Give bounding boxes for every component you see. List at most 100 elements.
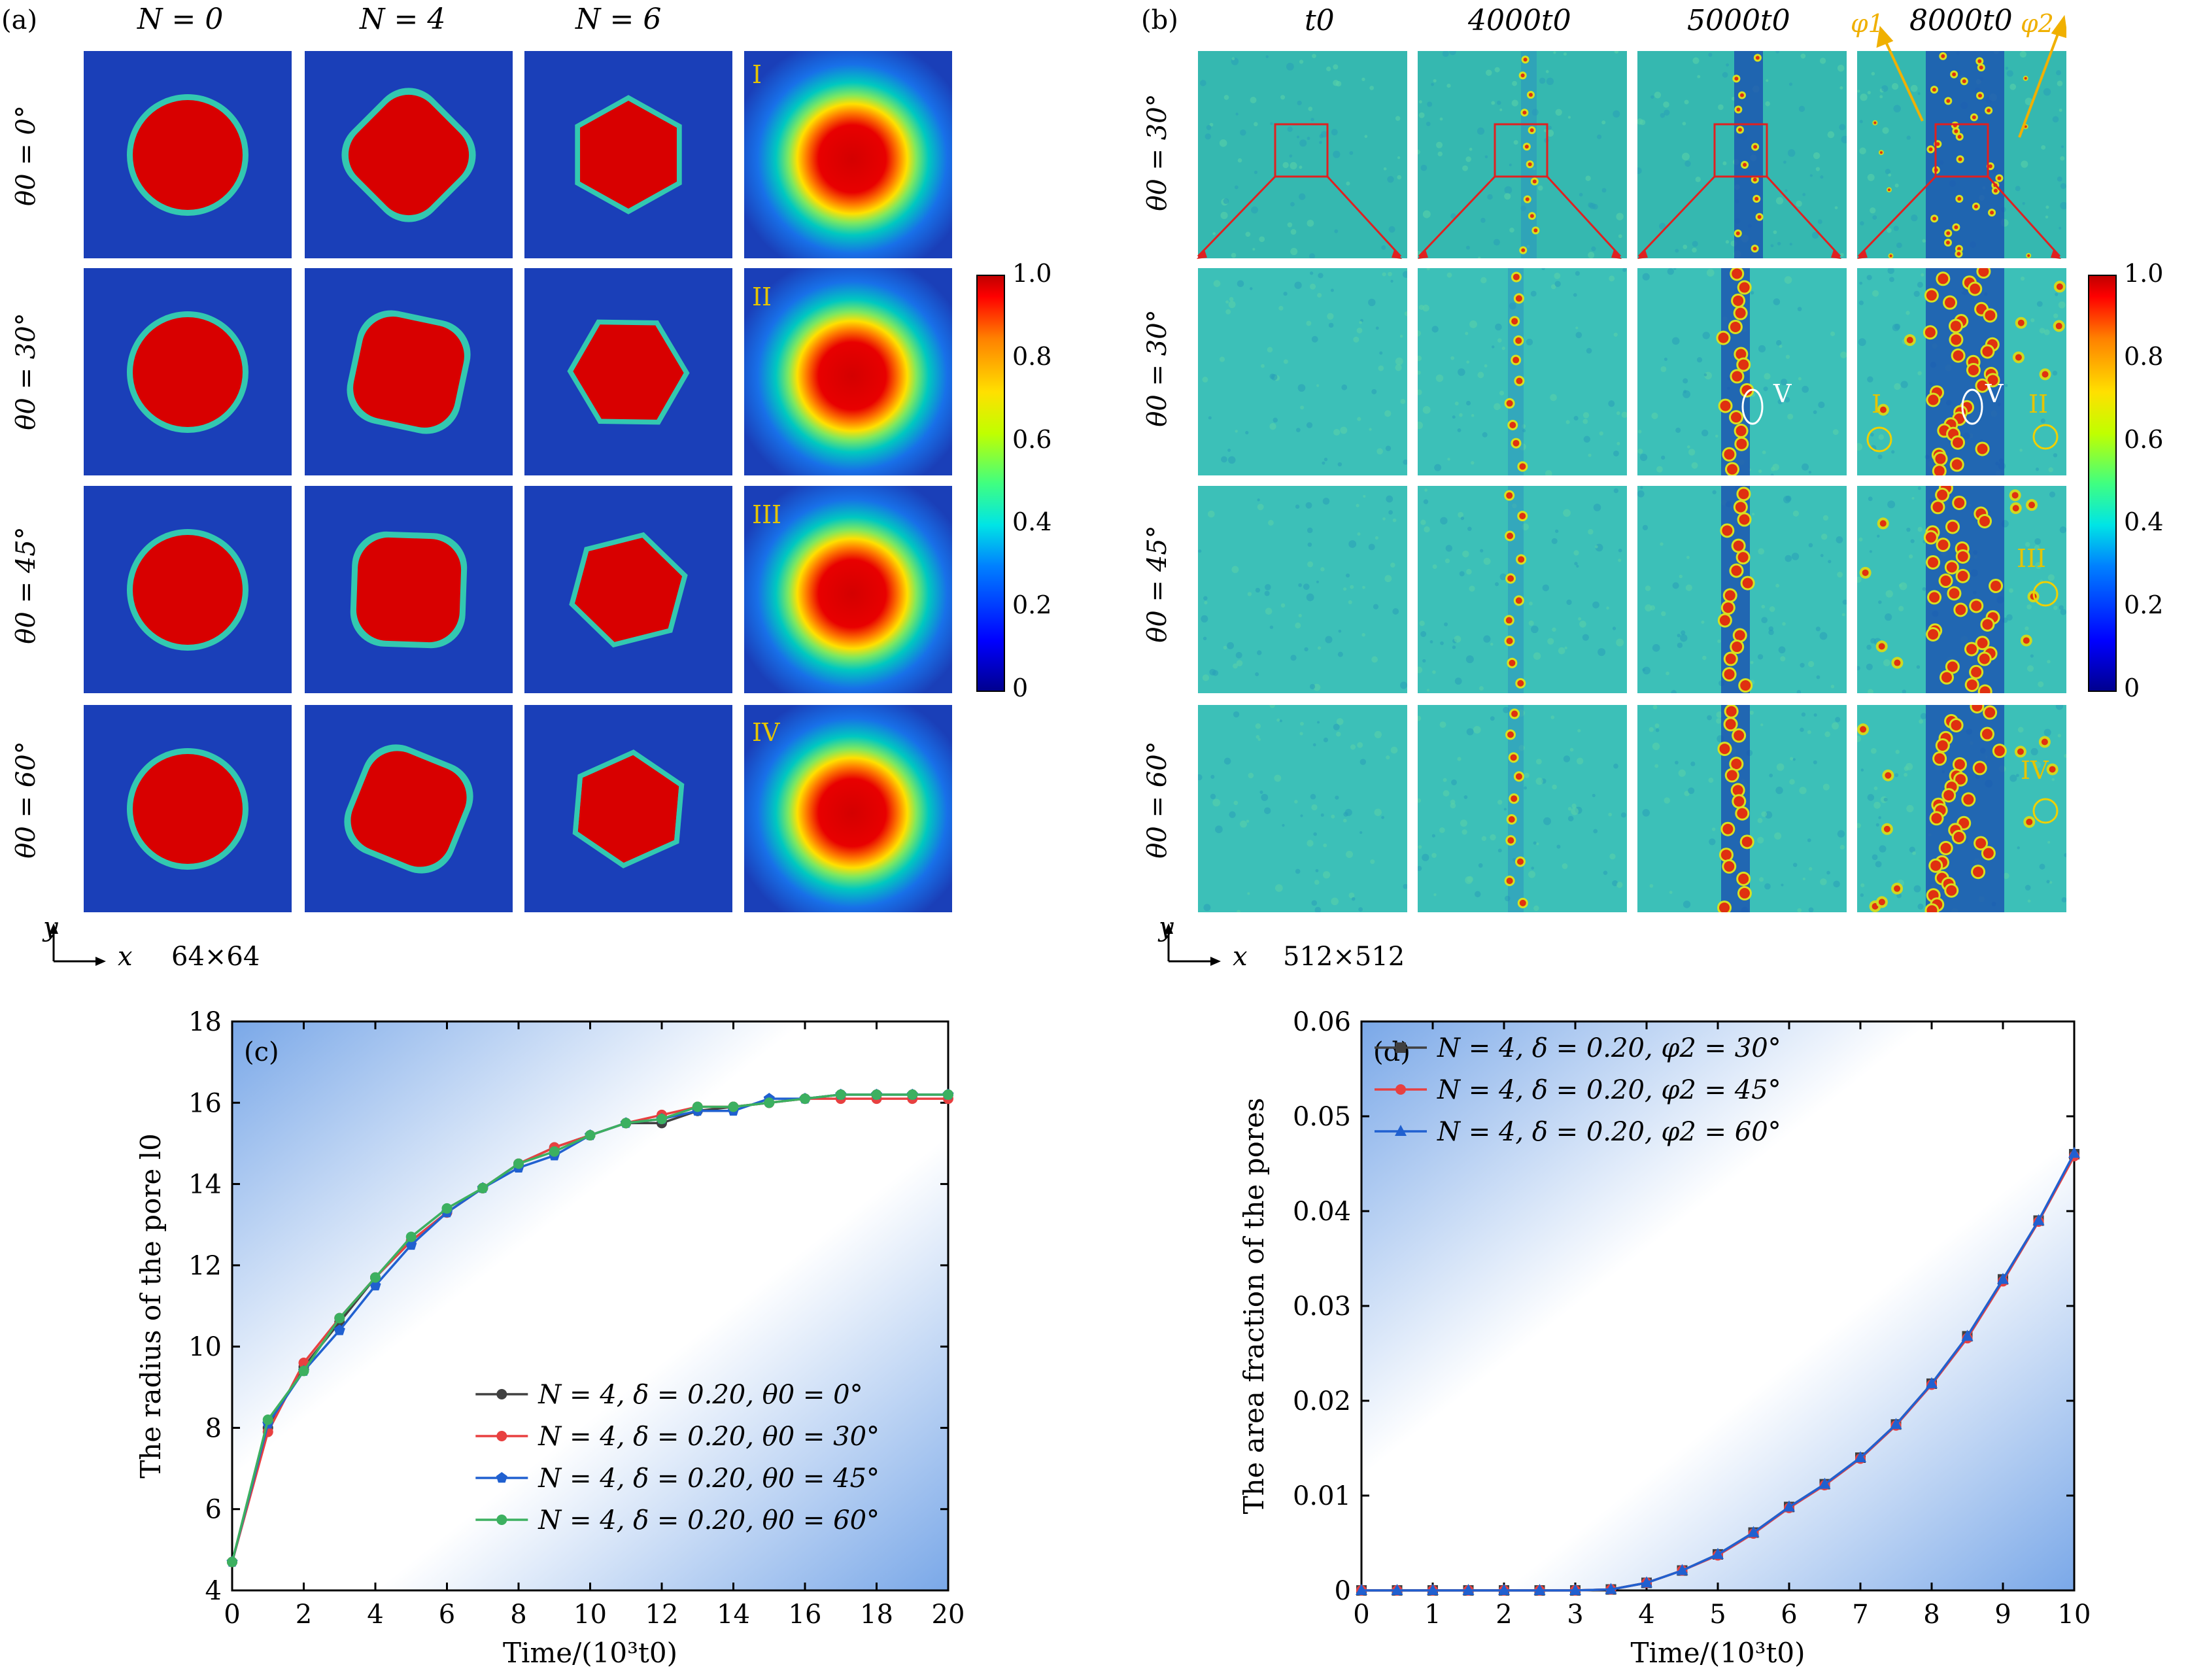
c-series-3-point-3 xyxy=(334,1312,345,1324)
colorbar-b-tick-0: 1.0 xyxy=(2124,259,2164,288)
d-xtick-label-3: 3 xyxy=(1567,1600,1583,1630)
panel-a-roman-0: I xyxy=(752,60,762,89)
c-xtick-label-3: 6 xyxy=(439,1600,455,1630)
pore-core xyxy=(580,100,677,209)
panel-a-cell-2-2 xyxy=(524,486,732,693)
pore-core xyxy=(560,521,698,659)
zoom-box-2 xyxy=(1713,123,1768,178)
panel-b-axis-y: y xyxy=(1159,912,1174,942)
d-xtick-label-9: 9 xyxy=(1994,1600,2011,1630)
d-series-2-point-4 xyxy=(1498,1584,1510,1595)
d-series-2-point-5 xyxy=(1533,1584,1546,1595)
d-series-2-point-7 xyxy=(1605,1583,1617,1594)
c-series-3-point-19 xyxy=(907,1089,918,1100)
panel-b-cell-texture xyxy=(1202,271,1407,467)
pore-core xyxy=(355,536,462,643)
panel-a-col-header-0: N = 0 xyxy=(137,3,224,36)
panel-b-annotations xyxy=(1741,388,2059,824)
panel-a-tag: (a) xyxy=(1,5,38,35)
panel-a-row-label-2: θ0 = 45° xyxy=(11,526,41,644)
panel-b-col-header-3: 8000t0 xyxy=(1909,4,2013,37)
panel-b-cell-texture xyxy=(1418,705,1626,912)
c-ylabel: The radius of the pore l0 xyxy=(135,1133,167,1479)
c-series-3-point-2 xyxy=(298,1365,309,1377)
panel-a-cell-2-3 xyxy=(744,486,952,693)
panel-b-row-label-2: θ0 = 45° xyxy=(1142,525,1172,643)
c-ytick-label-4: 12 xyxy=(188,1251,222,1281)
c-series-3-point-9 xyxy=(549,1146,560,1157)
c-xtick-label-8: 16 xyxy=(789,1600,822,1630)
d-legend-marker-2 xyxy=(1395,1125,1407,1136)
c-xtick-label-7: 14 xyxy=(717,1600,750,1630)
d-series-2-point-16 xyxy=(1926,1377,1938,1388)
panel-b-cell-texture xyxy=(1857,268,2066,475)
c-series-3-point-1 xyxy=(262,1414,273,1425)
c-series-3-point-20 xyxy=(943,1089,953,1100)
d-legend-label-2: N = 4, δ = 0.20, φ2 = 60° xyxy=(1437,1117,1781,1147)
panel-b-cell-3-0 xyxy=(1198,705,1407,912)
panel-b-cell-1-3 xyxy=(1857,268,2066,475)
c-series-3-point-12 xyxy=(657,1114,667,1125)
c-series-3-point-10 xyxy=(585,1130,596,1140)
panel-a-cell-0-1 xyxy=(305,51,513,258)
colorbar-a-tick-3: 0.4 xyxy=(1012,507,1052,537)
c-series-3-point-4 xyxy=(370,1272,381,1283)
mark-v-ellipse-1 xyxy=(1961,388,1983,425)
mark-i-circle xyxy=(1866,426,1892,453)
pore-core xyxy=(133,753,243,864)
panel-b-cell-texture xyxy=(1198,705,1407,912)
mark-i: I xyxy=(1872,390,1882,419)
phi-arrows xyxy=(1876,14,2066,138)
panel-b-col-header-0: t0 xyxy=(1305,4,1335,37)
pore-core xyxy=(335,81,482,228)
panel-a-cell-1-1 xyxy=(305,268,513,475)
zoom-box-1 xyxy=(1494,123,1548,178)
mark-ii-circle xyxy=(2032,424,2059,450)
c-ytick-label-6: 16 xyxy=(188,1088,222,1118)
panel-a-row-label-1: θ0 = 30° xyxy=(11,313,41,430)
panel-b-cell-0-1 xyxy=(1418,51,1627,258)
d-series-2-point-17 xyxy=(1961,1329,1974,1341)
c-ytick-label-3: 10 xyxy=(188,1332,222,1362)
mark-iii: III xyxy=(2017,544,2047,573)
panel-b-cell-texture xyxy=(1198,494,1407,691)
panel-b-cell-texture xyxy=(1857,51,2066,258)
panel-b-cell-2-2 xyxy=(1637,486,1847,693)
d-xtick-label-5: 5 xyxy=(1709,1600,1726,1630)
phi2-label: φ2 xyxy=(2021,9,2054,38)
pore-core xyxy=(568,747,689,869)
d-ylabel: The area fraction of the pores xyxy=(1238,1098,1270,1515)
d-plot-bg xyxy=(1361,1021,2074,1590)
panel-a-cell-2-0 xyxy=(84,486,292,693)
d-ytick-label-6: 0.06 xyxy=(1293,1007,1351,1037)
mark-iv: IV xyxy=(2021,756,2049,785)
panel-a-roman-1: II xyxy=(752,283,772,311)
d-xtick-label-0: 0 xyxy=(1353,1600,1369,1630)
panel-b-row-label-1: θ0 = 30° xyxy=(1142,309,1172,427)
d-series-2-point-13 xyxy=(1819,1477,1831,1489)
c-series-3-point-14 xyxy=(728,1101,739,1112)
colorbar-b-tick-1: 0.8 xyxy=(2124,341,2164,371)
panel-a-cell-0-3 xyxy=(744,51,952,258)
d-xtick-label-6: 6 xyxy=(1781,1600,1797,1630)
panel-a-roman-3: IV xyxy=(752,718,780,747)
panel-b-cell-2-0 xyxy=(1198,486,1407,693)
c-ytick-label-7: 18 xyxy=(188,1007,222,1037)
panel-b-row-label-0: θ0 = 30° xyxy=(1142,94,1172,211)
panel-a-cell-0-2 xyxy=(524,51,732,258)
panel-b-cell-texture xyxy=(1418,486,1624,693)
c-xtick-label-6: 12 xyxy=(645,1600,679,1630)
d-xtick-label-8: 8 xyxy=(1923,1600,1940,1630)
panel-b-cell-0-2 xyxy=(1637,51,1847,258)
panel-b-cell-texture xyxy=(1857,705,2066,912)
panel-b-cell-texture xyxy=(1418,268,1627,475)
panel-b-row-label-3: θ0 = 60° xyxy=(1142,741,1172,859)
c-series-3-point-13 xyxy=(692,1101,703,1112)
c-series-3-point-16 xyxy=(800,1093,810,1105)
c-series-3-point-15 xyxy=(764,1097,775,1108)
colorbar-b-tick-4: 0.2 xyxy=(2124,591,2164,620)
d-series-2-point-10 xyxy=(1712,1547,1724,1559)
c-xtick-label-2: 4 xyxy=(367,1600,383,1630)
panel-b-cell-texture xyxy=(1637,51,1847,258)
panel-a-cell-3-3 xyxy=(744,705,952,912)
